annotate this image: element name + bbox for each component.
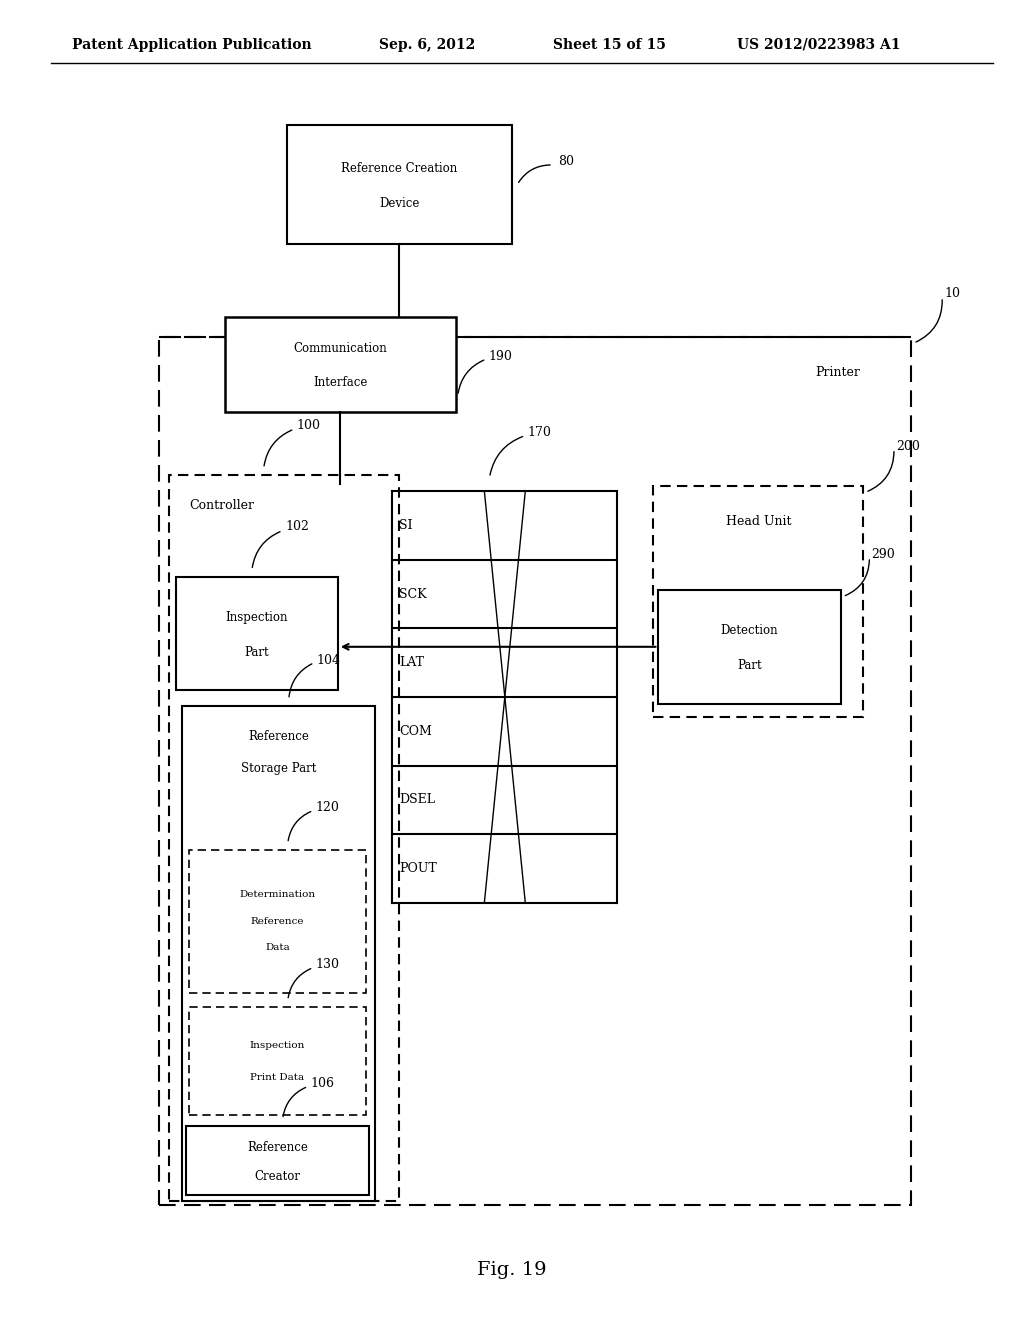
Text: POUT: POUT: [399, 862, 437, 875]
Bar: [182, 706, 375, 1201]
Text: LAT: LAT: [399, 656, 424, 669]
Text: 120: 120: [315, 801, 339, 814]
Text: Sep. 6, 2012: Sep. 6, 2012: [379, 38, 475, 51]
Bar: [186, 1126, 369, 1195]
Text: Communication: Communication: [294, 342, 387, 355]
Text: Determination: Determination: [240, 891, 315, 899]
Text: 100: 100: [297, 418, 321, 432]
Bar: [189, 850, 366, 993]
Text: 190: 190: [488, 350, 512, 363]
Text: Print Data: Print Data: [251, 1073, 304, 1081]
Text: 102: 102: [286, 520, 309, 533]
Text: Part: Part: [245, 645, 269, 659]
Text: 290: 290: [871, 548, 895, 561]
Text: SCK: SCK: [399, 587, 427, 601]
Bar: [658, 590, 841, 704]
Text: US 2012/0223983 A1: US 2012/0223983 A1: [737, 38, 901, 51]
Text: Reference: Reference: [251, 917, 304, 925]
Bar: [189, 1007, 366, 1115]
Text: Fig. 19: Fig. 19: [477, 1261, 547, 1279]
Text: Sheet 15 of 15: Sheet 15 of 15: [553, 38, 666, 51]
Text: Reference Creation: Reference Creation: [341, 162, 458, 176]
Text: 200: 200: [896, 440, 920, 453]
Bar: [159, 337, 911, 1205]
Text: Printer: Printer: [815, 366, 860, 379]
Text: Part: Part: [737, 659, 762, 672]
Text: Reference: Reference: [247, 1140, 308, 1154]
Bar: [225, 317, 456, 412]
Text: Patent Application Publication: Patent Application Publication: [72, 38, 311, 51]
Text: DSEL: DSEL: [399, 793, 435, 807]
Text: 10: 10: [944, 286, 961, 300]
Text: Inspection: Inspection: [225, 611, 289, 624]
Bar: [287, 125, 512, 244]
Text: Data: Data: [265, 944, 290, 952]
Text: Head Unit: Head Unit: [726, 515, 791, 528]
Text: 80: 80: [558, 154, 574, 168]
Text: Reference: Reference: [248, 730, 309, 743]
Bar: [176, 577, 338, 690]
Text: Controller: Controller: [189, 499, 254, 512]
Text: 106: 106: [310, 1077, 334, 1090]
Text: COM: COM: [399, 725, 432, 738]
Text: Creator: Creator: [255, 1170, 300, 1183]
Text: 104: 104: [316, 653, 340, 667]
Text: Interface: Interface: [313, 376, 368, 389]
Text: Storage Part: Storage Part: [241, 762, 316, 775]
Text: Device: Device: [379, 197, 420, 210]
Bar: [653, 486, 863, 717]
Bar: [169, 475, 399, 1201]
Text: Detection: Detection: [721, 624, 778, 638]
Text: SI: SI: [399, 519, 413, 532]
Text: 170: 170: [527, 426, 551, 440]
Text: Inspection: Inspection: [250, 1041, 305, 1049]
Text: 130: 130: [315, 958, 339, 972]
